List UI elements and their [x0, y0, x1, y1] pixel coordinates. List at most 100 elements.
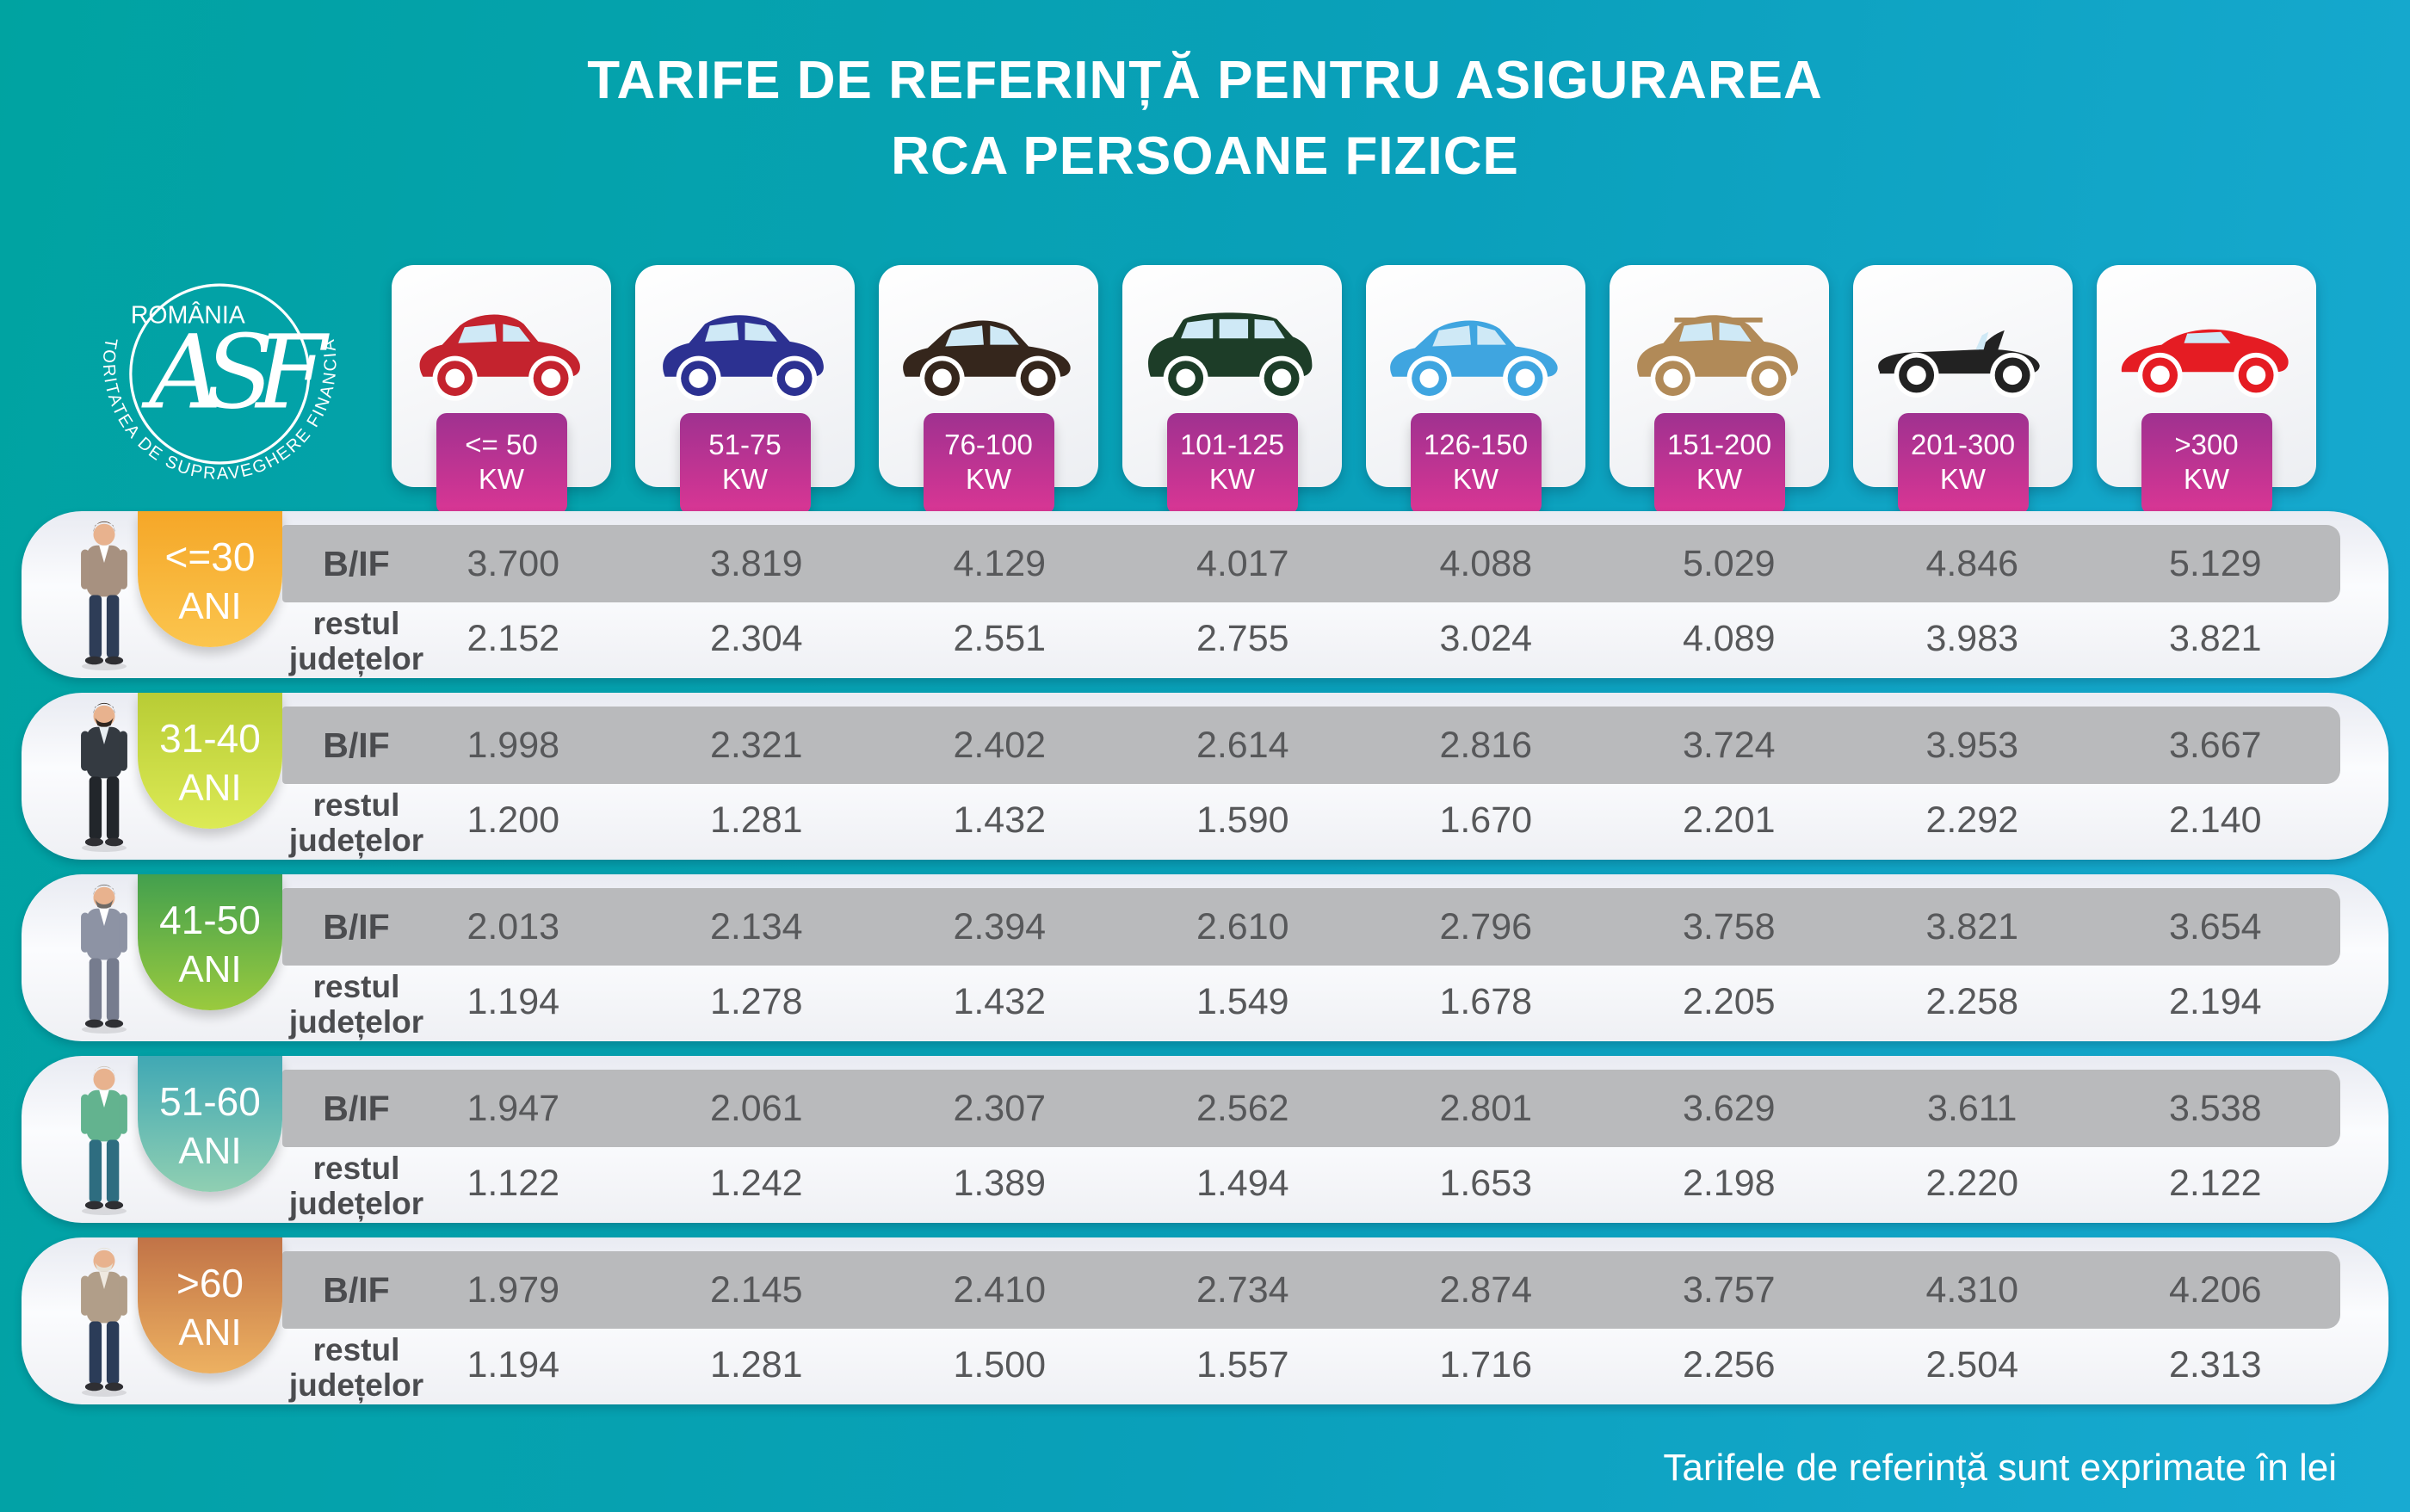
region-label-rest-line1: restul	[312, 1332, 400, 1367]
tariff-value-bif: 3.758	[1682, 905, 1776, 947]
bif-values-row: 2.013 2.134 2.394 2.610 2.796 3.758 3.821 3.654	[392, 888, 2337, 966]
bif-band	[282, 525, 2340, 602]
tariff-value-rest: 1.281	[709, 799, 803, 841]
age-group-row: 31-40 ANI B/IF restul județelor 1.998 2.3…	[22, 693, 2388, 860]
tariff-value-rest: 2.551	[953, 617, 1047, 659]
tariff-value-rest: 1.557	[1196, 1343, 1289, 1385]
tariff-value-rest: 1.494	[1196, 1162, 1289, 1204]
tariff-value-bif: 3.819	[709, 542, 803, 584]
power-category-card: <= 50 KW	[392, 265, 611, 515]
kw-range-label: 126-150	[1423, 429, 1529, 460]
tariff-value-rest: 1.242	[709, 1162, 803, 1204]
region-label-bif: B/IF	[323, 907, 390, 947]
kw-range-label: 201-300	[1910, 429, 2016, 460]
tariff-value-rest: 1.653	[1439, 1162, 1533, 1204]
kw-range-label: 151-200	[1666, 429, 1772, 460]
region-label-rest-line2: județelor	[288, 1186, 424, 1221]
kw-range-label: 51-75	[708, 429, 782, 460]
bif-band	[282, 888, 2340, 966]
age-group-row: 41-50 ANI B/IF restul județelor 2.013 2.1…	[22, 874, 2388, 1041]
tariff-value-rest: 1.194	[467, 1343, 560, 1385]
age-unit-label: ANI	[178, 948, 242, 991]
tariff-value-bif: 2.610	[1196, 905, 1289, 947]
age-unit-label: ANI	[178, 1311, 242, 1354]
tariff-value-bif: 3.654	[2168, 905, 2262, 947]
tariff-value-bif: 2.145	[709, 1268, 803, 1311]
city-car-icon	[405, 294, 597, 410]
kw-range-badge: 51-75 KW	[679, 413, 811, 515]
region-label-rest-line1: restul	[312, 969, 400, 1004]
tariff-value-rest: 1.194	[467, 980, 560, 1022]
age-badge: 31-40 ANI	[138, 693, 282, 829]
power-category-card: 101-125 KW	[1122, 265, 1342, 515]
kw-range-label: <= 50	[465, 429, 538, 460]
tariff-value-bif: 4.846	[1925, 542, 2019, 584]
age-badge: 51-60 ANI	[138, 1056, 282, 1192]
age-group-row: 51-60 ANI B/IF restul județelor 1.947 2.0…	[22, 1056, 2388, 1223]
tariff-value-rest: 2.140	[2168, 799, 2262, 841]
bif-values-row: 3.700 3.819 4.129 4.017 4.088 5.029 4.846 5.129	[392, 525, 2337, 602]
kw-unit-label: KW	[1452, 463, 1499, 495]
tariff-value-rest: 1.432	[953, 980, 1047, 1022]
tariff-value-bif: 2.394	[953, 905, 1047, 947]
power-category-card: 126-150 KW	[1366, 265, 1585, 515]
power-category-header: <= 50 KW 51-75 KW 76-100 KW 101-125 KW	[392, 265, 2316, 515]
tariff-value-rest: 1.389	[953, 1162, 1047, 1204]
person-icon	[58, 700, 151, 853]
kw-unit-label: KW	[965, 463, 1012, 495]
tariff-value-bif: 4.206	[2168, 1268, 2262, 1311]
sports-car-icon	[2110, 294, 2302, 410]
kw-range-label: 101-125	[1179, 429, 1285, 460]
tariff-value-rest: 2.256	[1682, 1343, 1776, 1385]
tariff-value-rest: 2.504	[1925, 1343, 2019, 1385]
tariff-value-bif: 1.947	[467, 1087, 560, 1129]
rest-values-row: 1.194 1.281 1.500 1.557 1.716 2.256 2.504 2.313	[392, 1329, 2337, 1401]
tariff-value-bif: 2.410	[953, 1268, 1047, 1311]
tariff-value-bif: 3.611	[1927, 1087, 2018, 1129]
logo-country-text: ROMÂNIA	[131, 301, 245, 329]
kw-range-badge: 151-200 KW	[1653, 413, 1785, 515]
tariff-value-rest: 3.821	[2168, 617, 2262, 659]
region-label-rest-line2: județelor	[288, 1004, 424, 1040]
person-icon	[58, 1244, 151, 1398]
power-category-card: 76-100 KW	[879, 265, 1098, 515]
region-label-bif: B/IF	[323, 1089, 390, 1128]
bif-values-row: 1.947 2.061 2.307 2.562 2.801 3.629 3.611 3.538	[392, 1070, 2337, 1147]
power-category-card: 51-75 KW	[635, 265, 855, 515]
tariff-value-bif: 3.667	[2168, 724, 2262, 766]
tariff-value-bif: 2.801	[1439, 1087, 1533, 1129]
tariff-value-bif: 1.979	[467, 1268, 560, 1311]
kw-range-badge: 201-300 KW	[1897, 413, 2029, 515]
region-label-bif: B/IF	[323, 544, 390, 583]
suv-car-icon	[649, 294, 841, 410]
kw-range-badge: 101-125 KW	[1166, 413, 1298, 515]
kw-range-badge: 76-100 KW	[923, 413, 1054, 515]
tariff-value-bif: 5.029	[1682, 542, 1776, 584]
tariff-value-rest: 1.549	[1196, 980, 1289, 1022]
tariff-value-bif: 4.017	[1196, 542, 1289, 584]
region-label-rest-line1: restul	[312, 787, 400, 823]
tariff-value-bif: 3.700	[467, 542, 560, 584]
tariff-value-bif: 3.538	[2168, 1087, 2262, 1129]
tariff-value-rest: 1.716	[1439, 1343, 1533, 1385]
tariff-value-bif: 2.874	[1439, 1268, 1533, 1311]
age-group-row: >60 ANI B/IF restul județelor 1.979 2.145…	[22, 1237, 2388, 1404]
tariff-value-bif: 1.998	[467, 724, 560, 766]
kw-range-badge: >300 KW	[2141, 413, 2272, 515]
tariff-value-bif: 2.013	[467, 905, 560, 947]
age-unit-label: ANI	[178, 767, 242, 809]
tariff-value-rest: 2.205	[1682, 980, 1776, 1022]
tariff-value-rest: 3.024	[1439, 617, 1533, 659]
age-range-label: >60	[176, 1261, 244, 1305]
tariff-value-rest: 1.432	[953, 799, 1047, 841]
region-label-rest-line2: județelor	[288, 641, 424, 676]
tariff-value-bif: 2.402	[953, 724, 1047, 766]
age-badge: <=30 ANI	[138, 511, 282, 647]
tariff-value-rest: 2.122	[2168, 1162, 2262, 1204]
age-unit-label: ANI	[178, 1130, 242, 1172]
logo-circle	[129, 283, 311, 465]
tariff-value-rest: 2.292	[1925, 799, 2019, 841]
tariff-value-rest: 2.755	[1196, 617, 1289, 659]
kw-unit-label: KW	[1208, 463, 1256, 495]
age-group-row: <=30 ANI B/IF restul județelor 3.700 3.81…	[22, 511, 2388, 678]
